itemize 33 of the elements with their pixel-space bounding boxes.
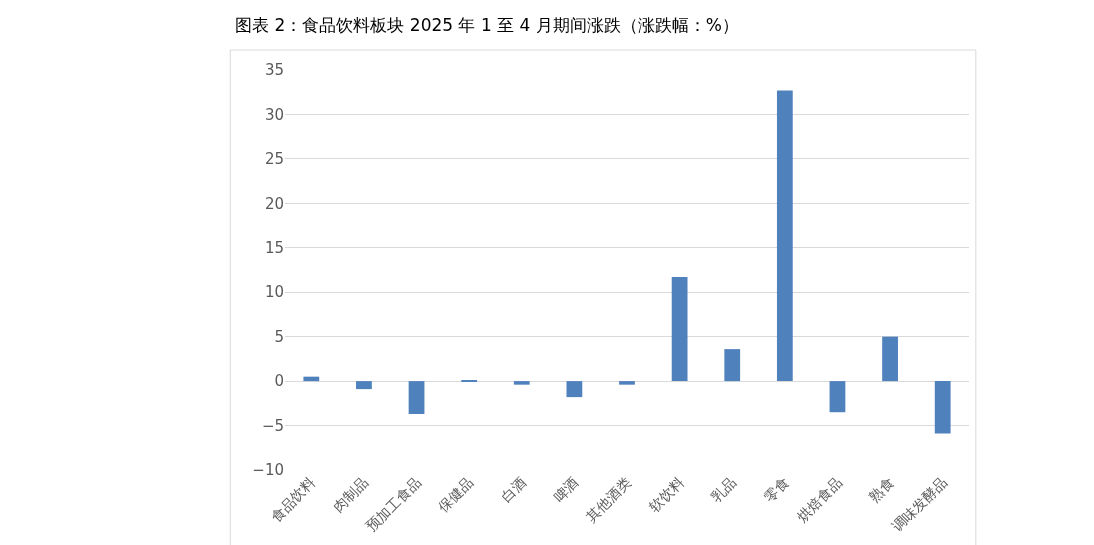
x-tick-label: 保健品 xyxy=(435,473,477,515)
bar xyxy=(671,277,688,382)
x-tick-label: 肉制品 xyxy=(329,473,371,515)
x-tick-label: 熟食 xyxy=(866,473,898,505)
y-tick-label: 20 xyxy=(264,194,284,213)
y-tick-label: 0 xyxy=(274,372,284,391)
chart-title: 图表 2：食品饮料板块 2025 年 1 至 4 月期间涨跌（涨跌幅：%） xyxy=(235,14,739,35)
bar xyxy=(566,381,583,398)
bar xyxy=(776,90,793,382)
x-tick-label: 乳品 xyxy=(708,473,740,505)
bar xyxy=(724,349,741,382)
bar xyxy=(829,381,846,413)
y-tick-label: −10 xyxy=(252,461,284,480)
bar xyxy=(513,381,530,385)
y-tick-label: 15 xyxy=(264,239,284,258)
y-tick-label: 25 xyxy=(264,150,284,169)
bar xyxy=(408,381,425,414)
y-tick-label: 5 xyxy=(274,327,284,346)
y-tick-label: −5 xyxy=(261,416,284,435)
y-tick-label: 30 xyxy=(264,105,284,124)
x-tick-label: 啤酒 xyxy=(550,473,582,505)
bar xyxy=(619,381,635,385)
bar xyxy=(882,336,898,382)
x-tick-label: 其他酒类 xyxy=(583,473,635,525)
x-tick-label: 零食 xyxy=(760,473,792,505)
x-tick-label: 软饮料 xyxy=(645,473,687,515)
x-tick-label: 烘焙食品 xyxy=(793,473,845,525)
bar xyxy=(356,381,372,390)
bar xyxy=(934,381,951,434)
bar xyxy=(303,376,320,382)
x-tick-label: 白酒 xyxy=(497,473,529,505)
y-tick-label: 10 xyxy=(264,283,284,302)
y-tick-label: 35 xyxy=(264,61,284,80)
